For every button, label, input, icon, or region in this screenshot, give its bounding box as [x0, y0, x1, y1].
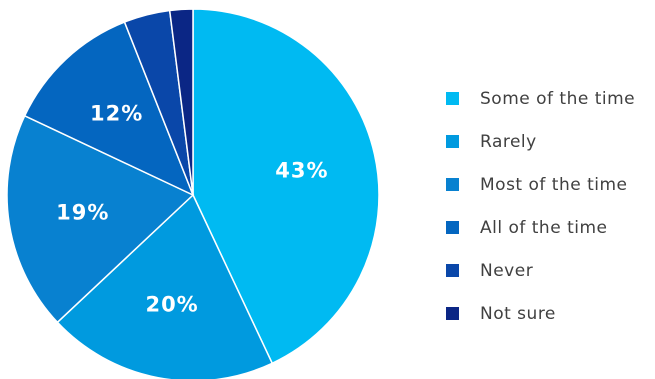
- legend-swatch: [446, 178, 459, 191]
- chart-legend: Some of the time Rarely Most of the time Al…: [446, 77, 635, 335]
- pie-slice-not-sure: [168, 8, 194, 196]
- legend-label: Never: [480, 260, 534, 281]
- pie-slice-rarely: [56, 193, 274, 379]
- legend-swatch: [446, 264, 459, 277]
- legend-item-most-of-the-time: Most of the time: [446, 163, 635, 206]
- legend-swatch: [446, 92, 459, 105]
- slice-label-all-of-the-time: 12%: [90, 102, 143, 126]
- legend-item-not-sure: Not sure: [446, 292, 635, 335]
- legend-swatch: [446, 307, 459, 320]
- slice-label-most-of-the-time: 19%: [56, 200, 109, 224]
- legend-label: Most of the time: [480, 174, 628, 195]
- slice-label-some-of-the-time: 43%: [275, 159, 328, 183]
- pie-chart: 43% 20% 19% 12%: [6, 8, 380, 379]
- legend-item-rarely: Rarely: [446, 120, 635, 163]
- legend-label: Some of the time: [480, 88, 636, 109]
- legend-label: Rarely: [480, 131, 537, 152]
- pie-slice-some-of-the-time: [192, 8, 380, 365]
- pie-slice-all-of-the-time: [23, 21, 195, 197]
- legend-item-never: Never: [446, 249, 635, 292]
- legend-label: All of the time: [480, 217, 608, 238]
- pie-slice-most-of-the-time: [6, 114, 195, 324]
- slice-label-rarely: 20%: [145, 293, 198, 317]
- legend-swatch: [446, 135, 459, 148]
- legend-label: Not sure: [480, 303, 556, 324]
- legend-swatch: [446, 221, 459, 234]
- legend-item-all-of-the-time: All of the time: [446, 206, 635, 249]
- legend-item-some-of-the-time: Some of the time: [446, 77, 635, 120]
